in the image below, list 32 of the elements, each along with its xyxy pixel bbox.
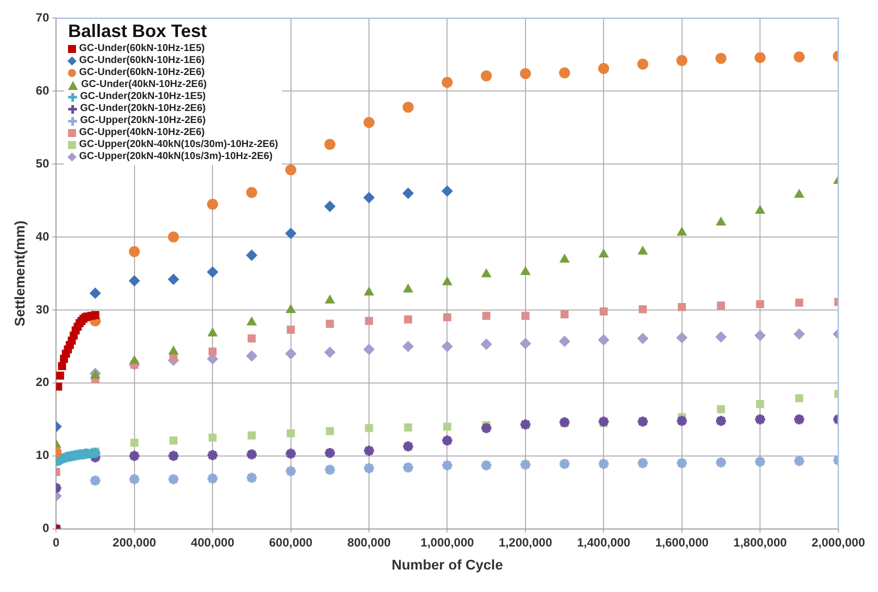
x-tick-label: 2,000,000: [812, 535, 866, 550]
x-tick-label: 800,000: [347, 535, 392, 550]
x-tick-label: 400,000: [190, 535, 235, 550]
x-axis-title: Number of Cycle: [392, 556, 504, 572]
y-tick-label: 20: [36, 375, 50, 390]
y-tick-label: 0: [42, 521, 50, 536]
y-tick-label: 30: [36, 302, 50, 316]
legend-label: GC-Under(40kN-10Hz-2E6): [81, 79, 207, 92]
chart-title: Ballast Box Test: [68, 21, 208, 42]
y-tick-label: 10: [36, 448, 50, 462]
legend-label: GC-Upper(20kN-10Hz-2E6): [80, 115, 206, 128]
x-tick-label: 1,800,000: [733, 535, 788, 550]
legend-label: GC-Upper(20kN-40kN(10s/30m)-10Hz-2E6): [79, 139, 278, 152]
y-tick-label: 70: [36, 10, 50, 25]
x-tick-label: 600,000: [269, 535, 313, 550]
x-tick-label: 1,000,000: [420, 535, 474, 550]
x-tick-label: 1,400,000: [576, 535, 631, 550]
x-tick-label: 200,000: [112, 535, 156, 550]
y-tick-label: 60: [36, 83, 50, 98]
x-tick-label: 1,200,000: [498, 535, 552, 550]
x-tick-label: 1,600,000: [655, 535, 709, 550]
y-tick-label: 40: [36, 229, 50, 244]
legend-label: GC-Upper(20kN-40kN(10s/3m)-10Hz-2E6): [79, 151, 273, 164]
legend-label: GC-Under(60kN-10Hz-2E6): [79, 67, 205, 80]
legend-label: GC-Under(20kN-10Hz-1E5): [80, 91, 206, 104]
x-tick-label: 0: [52, 535, 60, 550]
y-axis-title: Settlement(mm): [11, 220, 28, 326]
legend-label: GC-Under(60kN-10Hz-1E5): [79, 43, 205, 56]
y-tick-label: 50: [36, 156, 50, 170]
legend-label: GC-Under(60kN-10Hz-1E6): [79, 55, 205, 68]
legend-label: GC-Upper(40kN-10Hz-2E6): [79, 127, 205, 140]
legend-label: GC-Under(20kN-10Hz-2E6): [80, 103, 206, 116]
